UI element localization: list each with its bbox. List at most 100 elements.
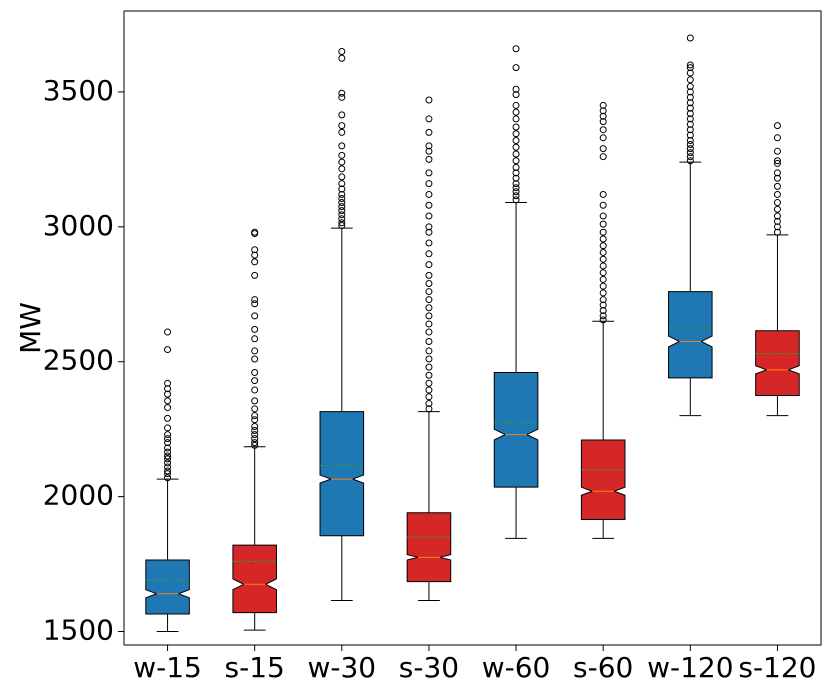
outlier-point: [599, 107, 607, 115]
outlier-point: [512, 64, 520, 72]
outlier-point: [599, 126, 607, 134]
outlier-point: [338, 122, 346, 130]
outlier-point: [686, 69, 694, 77]
x-tick-label: w-60: [482, 651, 551, 684]
outlier-point: [599, 301, 607, 309]
y-tick-label: 2000: [43, 479, 114, 512]
outlier-point: [338, 89, 346, 97]
outlier-point: [251, 246, 259, 254]
outlier-point: [425, 115, 433, 123]
outlier-point: [512, 163, 520, 171]
outlier-point: [599, 282, 607, 290]
outlier-point: [164, 474, 172, 482]
outlier-point: [512, 45, 520, 53]
box-body: [493, 372, 539, 488]
outlier-point: [425, 239, 433, 247]
outlier-point: [686, 99, 694, 107]
outlier-point: [164, 379, 172, 387]
outlier-point: [512, 143, 520, 151]
outlier-point: [599, 145, 607, 153]
box-body: [232, 544, 277, 614]
outlier-point: [164, 424, 172, 432]
outlier-point: [251, 427, 259, 435]
outlier-point: [164, 397, 172, 405]
outlier-point: [599, 101, 607, 109]
outlier-point: [599, 190, 607, 198]
outlier-point: [251, 439, 259, 447]
outlier-point: [251, 300, 259, 308]
outlier-point: [251, 251, 259, 259]
outlier-point: [164, 390, 172, 398]
box-w-30: [319, 47, 365, 601]
outlier-point: [599, 262, 607, 270]
outlier-point: [425, 228, 433, 236]
outlier-point: [425, 96, 433, 104]
outlier-point: [164, 431, 172, 439]
x-tick-label: w-15: [133, 651, 202, 684]
outlier-point: [686, 145, 694, 153]
y-tick-label: 1500: [43, 614, 114, 647]
outlier-point: [425, 328, 433, 336]
outlier-point: [425, 405, 433, 413]
box-body: [145, 559, 190, 615]
outlier-point: [425, 347, 433, 355]
outlier-point: [251, 335, 259, 343]
box-body: [319, 411, 365, 537]
outlier-point: [425, 355, 433, 363]
outlier-point: [338, 128, 346, 136]
outlier-point: [164, 404, 172, 412]
outlier-point: [338, 195, 346, 203]
outlier-point: [599, 153, 607, 161]
axes-frame: [123, 10, 822, 646]
outlier-point: [773, 122, 781, 130]
outlier-point: [773, 134, 781, 142]
outlier-point: [338, 173, 346, 181]
outlier-point: [686, 110, 694, 118]
outlier-point: [338, 221, 346, 229]
outlier-point: [686, 126, 694, 134]
outlier-point: [512, 169, 520, 177]
outlier-point: [338, 47, 346, 55]
outlier-point: [512, 192, 520, 200]
outlier-point: [599, 228, 607, 236]
outlier-point: [425, 379, 433, 387]
outlier-point: [251, 228, 259, 236]
outlier-point: [164, 448, 172, 456]
outlier-point: [512, 174, 520, 182]
outlier-point: [773, 212, 781, 220]
outlier-point: [599, 255, 607, 263]
outlier-point: [686, 136, 694, 144]
outlier-point: [599, 118, 607, 126]
outlier-point: [599, 312, 607, 320]
outlier-point: [773, 228, 781, 236]
outlier-point: [425, 142, 433, 150]
outlier-point: [164, 346, 172, 354]
outlier-point: [251, 422, 259, 430]
outlier-point: [773, 190, 781, 198]
outlier-point: [338, 199, 346, 207]
box-s-60: [580, 101, 626, 539]
outlier-point: [338, 93, 346, 101]
box-s-30: [406, 96, 452, 601]
outlier-point: [251, 271, 259, 279]
y-tick-label: 3500: [43, 74, 114, 107]
outlier-point: [425, 363, 433, 371]
outlier-point: [251, 347, 259, 355]
outlier-point: [164, 452, 172, 460]
outlier-point: [599, 316, 607, 324]
outlier-point: [686, 120, 694, 128]
outlier-point: [338, 180, 346, 188]
outlier-point: [425, 261, 433, 269]
outlier-point: [512, 196, 520, 204]
outlier-point: [164, 385, 172, 393]
outlier-point: [251, 369, 259, 377]
outlier-point: [599, 296, 607, 304]
outlier-point: [686, 157, 694, 165]
outlier-point: [251, 416, 259, 424]
outlier-point: [338, 215, 346, 223]
outlier-point: [773, 199, 781, 207]
outlier-point: [512, 180, 520, 188]
outlier-point: [773, 217, 781, 225]
outlier-point: [773, 174, 781, 182]
